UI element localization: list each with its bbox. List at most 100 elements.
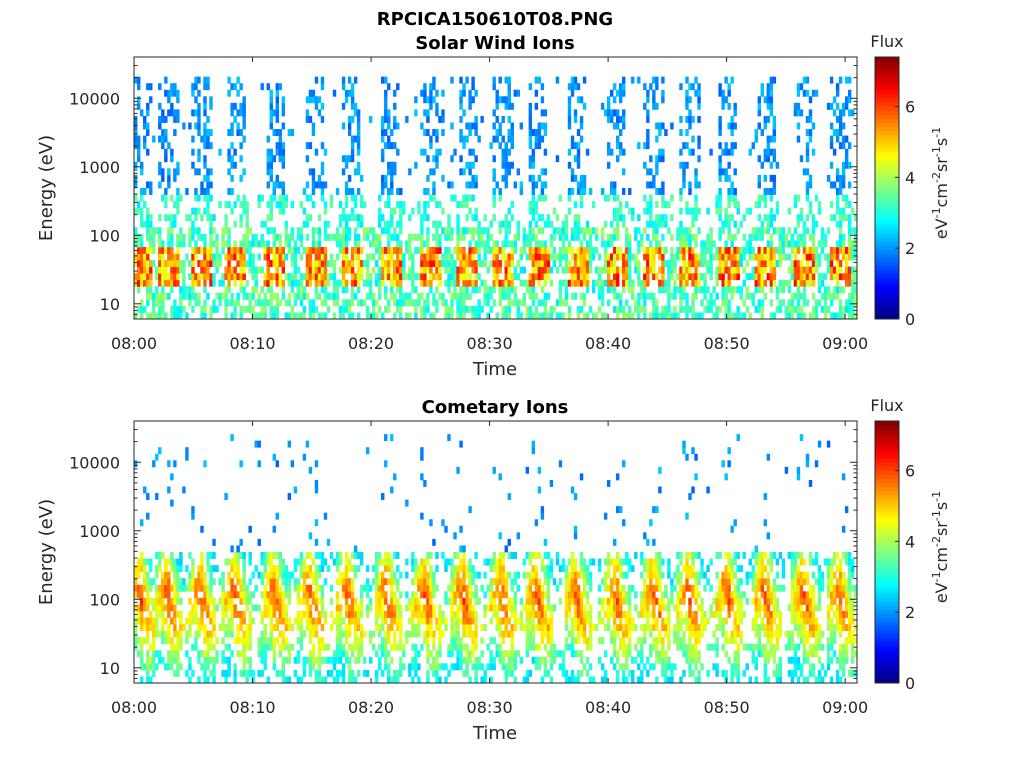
- spectrogram-cell: [820, 292, 825, 300]
- spectrogram-cell: [570, 89, 575, 97]
- spectrogram-cell: [411, 260, 415, 267]
- spectrogram-cell: [847, 266, 852, 274]
- spectrogram-cell: [637, 305, 641, 313]
- spectrogram-cell: [314, 630, 319, 638]
- spectrogram-cell: [275, 142, 279, 150]
- spectrogram-cell: [799, 305, 804, 313]
- spectrogram-cell: [203, 155, 207, 163]
- spectrogram-cell: [248, 292, 252, 300]
- spectrogram-cell: [405, 240, 409, 248]
- spectrogram-cell: [616, 214, 620, 222]
- spectrogram-cell: [658, 253, 662, 261]
- spectrogram-cell: [432, 630, 436, 638]
- spectrogram-cell: [365, 273, 370, 281]
- spectrogram-cell: [146, 591, 150, 599]
- spectrogram-cell: [616, 305, 620, 313]
- spectrogram-cell: [579, 194, 584, 202]
- spectrogram-cell: [757, 102, 761, 110]
- spectrogram-cell: [170, 305, 174, 313]
- spectrogram-cell: [143, 246, 147, 254]
- spectrogram-cell: [161, 584, 165, 592]
- spectrogram-cell: [679, 286, 683, 294]
- spectrogram-cell: [281, 161, 286, 169]
- panel-title: Solar Wind Ions: [415, 33, 574, 54]
- spectrogram-cell: [817, 279, 822, 287]
- spectrogram-cell: [359, 643, 364, 651]
- spectrogram-cell: [471, 246, 475, 254]
- spectrogram-cell: [170, 194, 174, 202]
- spectrogram-cell: [426, 558, 430, 566]
- spectrogram-cell: [721, 299, 725, 307]
- spectrogram-cell: [435, 201, 439, 209]
- spectrogram-cell: [600, 240, 605, 248]
- spectrogram-cell: [787, 305, 792, 313]
- spectrogram-cell: [619, 253, 623, 261]
- x-axis-label: Time: [472, 359, 517, 380]
- spectrogram-cell: [619, 96, 623, 104]
- spectrogram-cell: [233, 220, 237, 228]
- spectrogram-cell: [242, 273, 246, 281]
- spectrogram-cell: [697, 155, 701, 163]
- spectrogram-cell: [278, 630, 283, 638]
- spectrogram-cell: [314, 240, 319, 248]
- spectrogram-cell: [206, 253, 210, 261]
- spectrogram-cell: [224, 610, 228, 618]
- spectrogram-cell: [507, 266, 511, 274]
- spectrogram-cell: [387, 142, 391, 150]
- spectrogram-cell: [161, 273, 165, 281]
- spectrogram-cell: [143, 188, 147, 195]
- spectrogram-cell: [182, 286, 186, 294]
- spectrogram-cell: [167, 663, 171, 671]
- spectrogram-cell: [829, 214, 834, 222]
- spectrogram-cell: [754, 135, 758, 143]
- spectrogram-cell: [206, 188, 210, 195]
- spectrogram-cell: [763, 246, 768, 254]
- spectrogram-cell: [137, 637, 141, 645]
- spectrogram-cell: [420, 591, 424, 599]
- spectrogram-cell: [510, 214, 514, 222]
- spectrogram-cell: [652, 273, 656, 281]
- spectrogram-cell: [420, 447, 424, 455]
- spectrogram-cell: [787, 227, 792, 235]
- spectrogram-cell: [619, 299, 623, 307]
- spectrogram-cell: [206, 246, 210, 254]
- spectrogram-cell: [748, 207, 752, 215]
- spectrogram-cell: [697, 279, 701, 287]
- spectrogram-cell: [335, 617, 340, 625]
- spectrogram-cell: [233, 558, 237, 566]
- spectrogram-cell: [197, 299, 201, 307]
- spectrogram-cell: [378, 571, 382, 579]
- spectrogram-cell: [311, 266, 316, 274]
- spectrogram-cell: [570, 253, 575, 261]
- spectrogram-cell: [362, 227, 367, 235]
- spectrogram-cell: [474, 279, 478, 287]
- spectrogram-cell: [549, 312, 554, 320]
- spectrogram-cell: [200, 260, 204, 267]
- spectrogram-cell: [278, 584, 283, 592]
- spectrogram-cell: [676, 312, 680, 320]
- spectrogram-cell: [811, 260, 816, 267]
- colorbar-segment: [875, 155, 899, 160]
- spectrogram-cell: [528, 220, 533, 228]
- spectrogram-cell: [338, 214, 343, 222]
- spectrogram-cell: [227, 604, 231, 612]
- spectrogram-cell: [664, 201, 668, 209]
- spectrogram-cell: [670, 292, 674, 300]
- spectrogram-cell: [344, 591, 349, 599]
- spectrogram-cell: [417, 604, 421, 612]
- spectrogram-cell: [266, 591, 270, 599]
- spectrogram-cell: [239, 240, 243, 248]
- spectrogram-cell: [305, 279, 310, 287]
- spectrogram-cell: [622, 286, 626, 294]
- spectrogram-cell: [182, 260, 186, 267]
- spectrogram-cell: [371, 233, 376, 241]
- spectrogram-cell: [838, 122, 843, 130]
- spectrogram-cell: [179, 552, 183, 559]
- spectrogram-cell: [140, 273, 144, 281]
- spectrogram-cell: [311, 260, 316, 267]
- spectrogram-cell: [847, 305, 852, 313]
- spectrogram-cell: [582, 102, 587, 110]
- spectrogram-cell: [441, 617, 445, 625]
- spectrogram-cell: [697, 115, 701, 123]
- spectrogram-cell: [375, 604, 379, 612]
